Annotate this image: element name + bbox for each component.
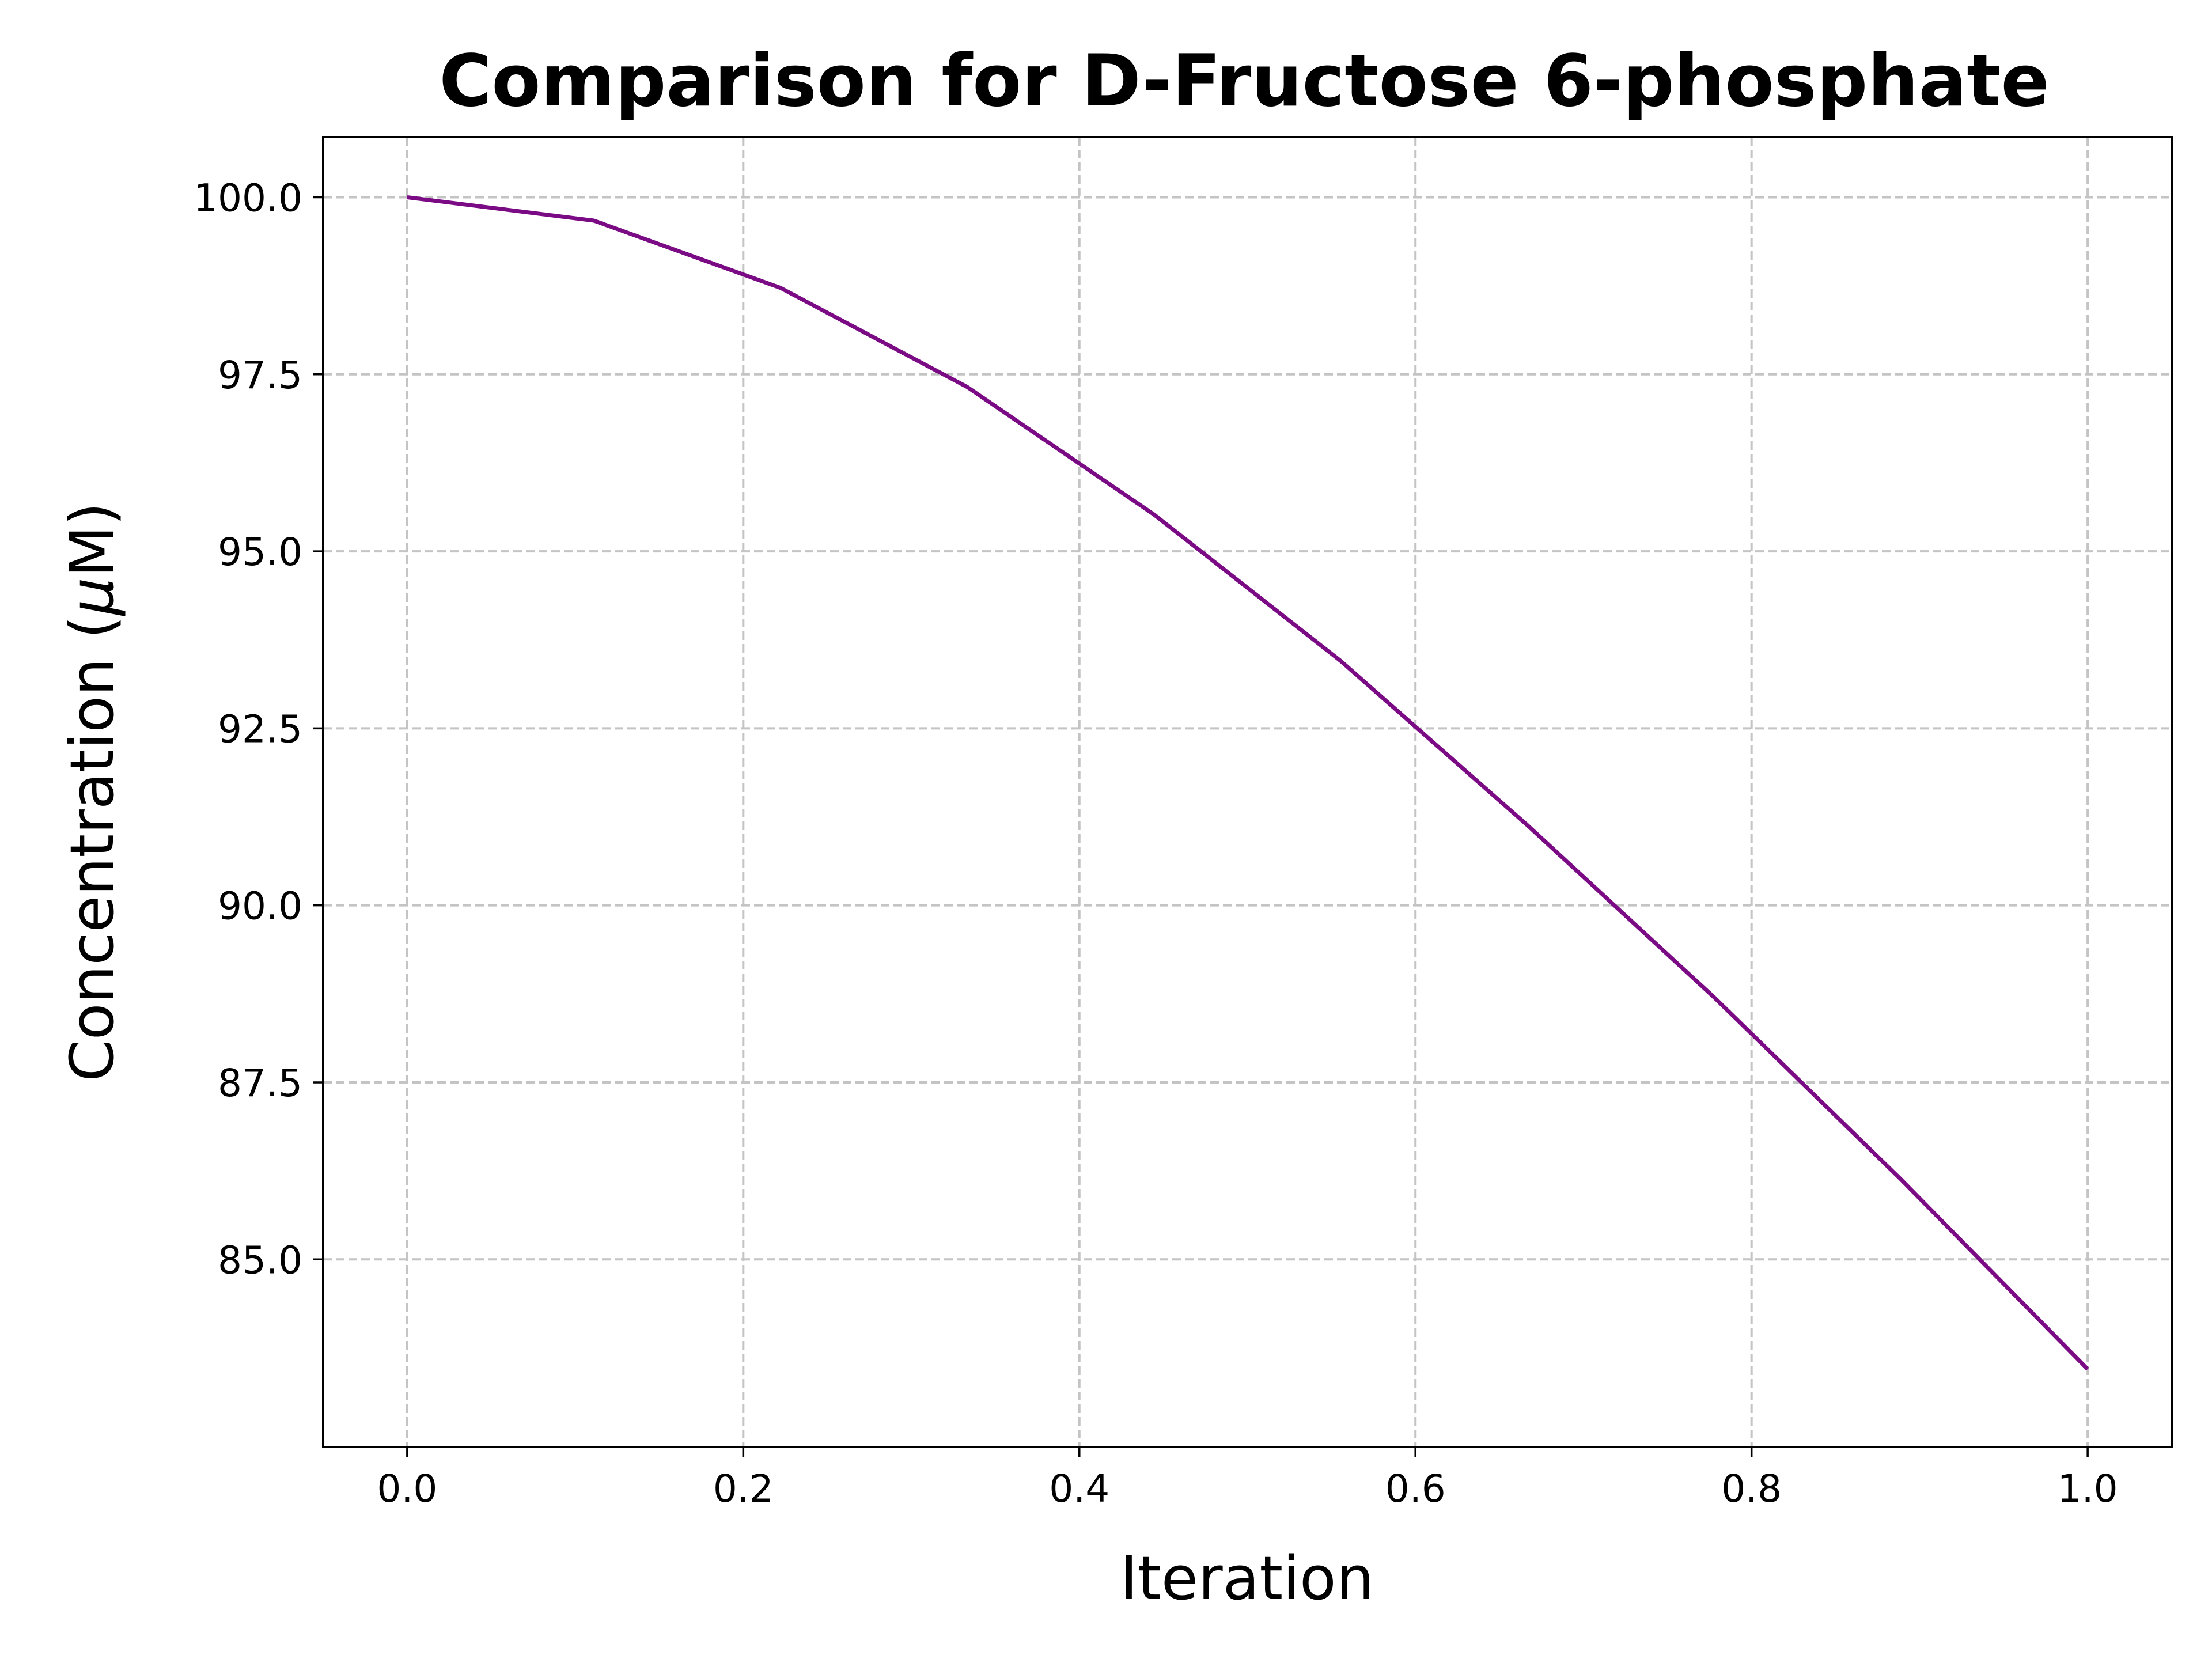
plot-area-frame xyxy=(322,136,2173,1448)
y-tick-label: 95.0 xyxy=(218,530,302,574)
x-axis-ticks: 0.0 0.2 0.4 0.6 0.8 1.0 xyxy=(377,1447,2118,1511)
y-axis-ticks: 85.0 87.5 90.0 92.5 95.0 97.5 100.0 xyxy=(194,176,323,1282)
y-tick-label: 97.5 xyxy=(218,353,302,397)
x-tick-label: 0.2 xyxy=(713,1467,774,1511)
x-tick-label: 0.8 xyxy=(1721,1467,1782,1511)
y-axis-label-prefix: Concentration ( xyxy=(57,616,127,1082)
x-tick-label: 0.0 xyxy=(377,1467,437,1511)
y-tick-label: 85.0 xyxy=(218,1238,302,1282)
y-axis-label-symbol: μ xyxy=(57,577,127,616)
x-axis-label: Iteration xyxy=(1120,1543,1374,1613)
y-tick-label: 100.0 xyxy=(194,176,302,220)
chart-title: Comparison for D-Fructose 6-phosphate xyxy=(439,40,2049,123)
x-tick-label: 1.0 xyxy=(2058,1467,2118,1511)
y-tick-label: 90.0 xyxy=(218,884,302,929)
x-tick-label: 0.6 xyxy=(1385,1467,1446,1511)
y-tick-label: 87.5 xyxy=(218,1061,302,1105)
grid-lines xyxy=(323,137,2172,1447)
x-tick-label: 0.4 xyxy=(1049,1467,1109,1511)
y-axis-label: Concentration (μM) xyxy=(57,502,127,1082)
y-axis-label-suffix: M) xyxy=(57,502,127,577)
y-tick-label: 92.5 xyxy=(218,707,302,751)
series-line-d-fructose-6-phosphate xyxy=(407,195,2089,1371)
